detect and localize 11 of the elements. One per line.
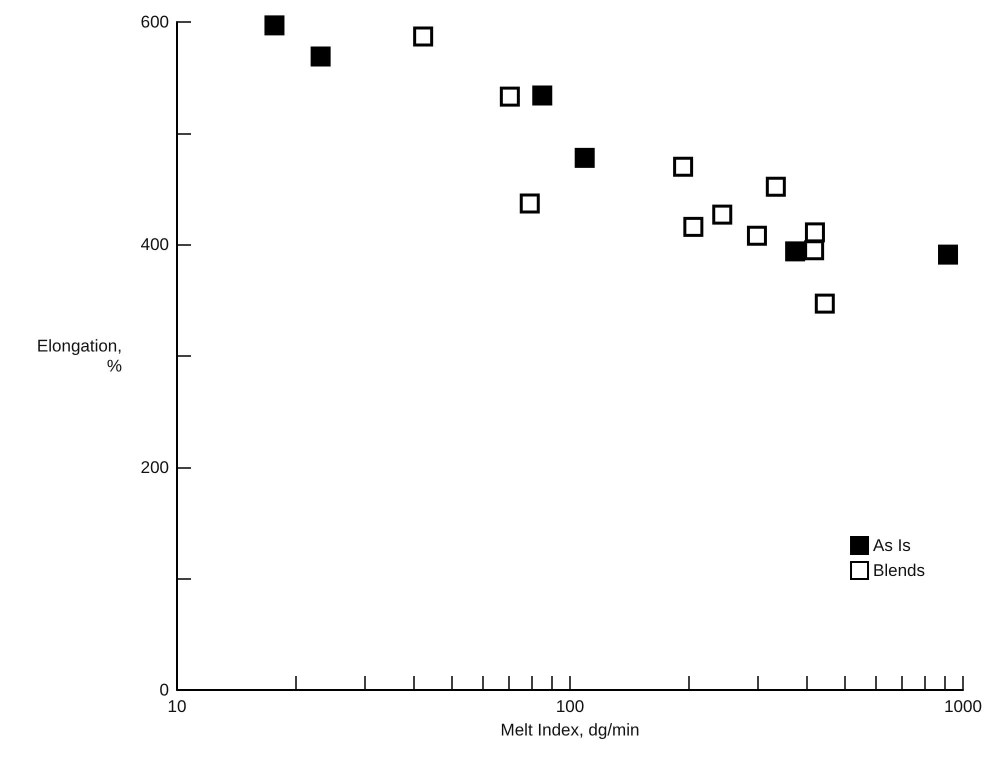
- legend-label: Blends: [873, 561, 926, 580]
- x-tick-label: 1000: [944, 697, 982, 716]
- y-tick-label: 400: [140, 235, 169, 254]
- y-tick-label: 0: [160, 680, 169, 700]
- legend-label: As Is: [873, 536, 911, 555]
- y-axis-title: Elongation, %: [36, 336, 122, 376]
- x-tick-label: 100: [556, 697, 584, 716]
- y-tick-label: 600: [140, 12, 169, 32]
- y-tick-label: 200: [140, 458, 169, 477]
- x-axis-title: Melt Index, dg/min: [500, 720, 640, 740]
- x-tick-label: 10: [168, 697, 186, 716]
